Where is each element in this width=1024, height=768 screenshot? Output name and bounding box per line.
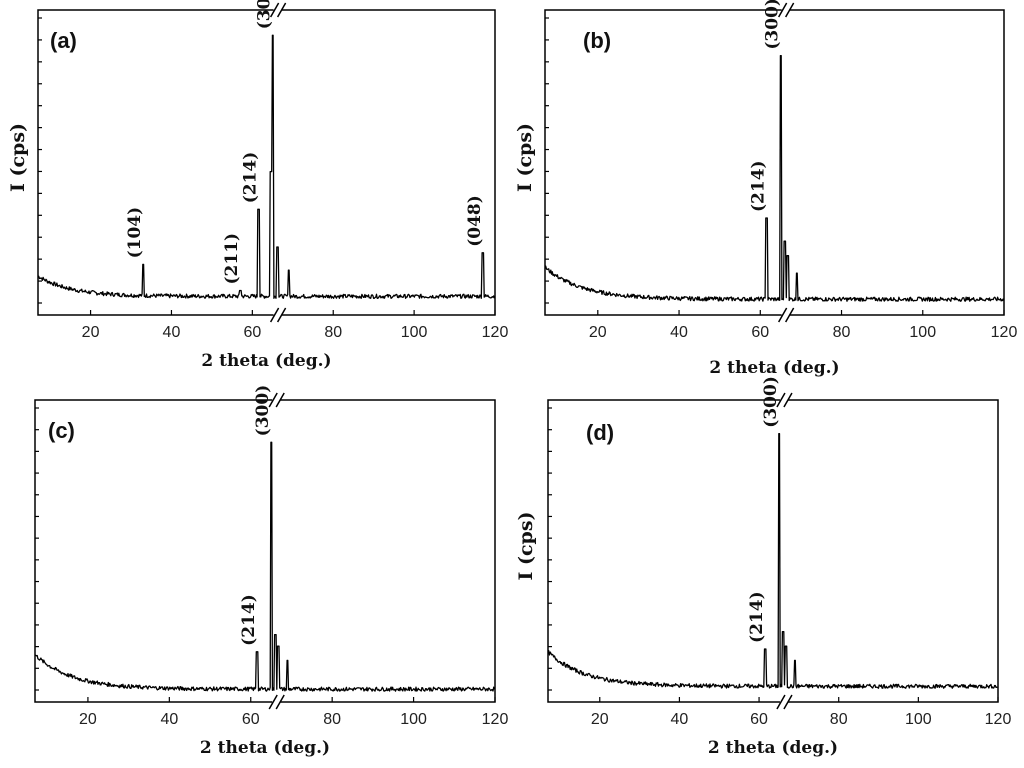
- xrd-trace: [37, 34, 496, 299]
- panel-label: (d): [586, 420, 614, 445]
- axis-break-mark: [275, 694, 285, 710]
- axis-break-mark: [785, 2, 795, 18]
- panel-d: 20 40 60 80 100 120 2 theta (deg.) I (cps) (d) (2…: [515, 376, 1011, 758]
- x-tick-label: 40: [670, 324, 688, 341]
- axis-break-mark: [783, 392, 793, 408]
- axis-break-mark: [268, 694, 278, 710]
- xrd-trace: [547, 433, 998, 689]
- x-tick-label: 60: [750, 711, 768, 728]
- y-axis-label: I (cps): [515, 511, 537, 580]
- peak-label: (300): [253, 385, 273, 437]
- panel-b: 20 40 60 80 100 120 2 theta (deg.) I (cps) (b) (2…: [514, 0, 1017, 378]
- axis-break-mark: [778, 307, 788, 323]
- axis-break-mark: [276, 307, 287, 323]
- x-tick-label: 120: [985, 711, 1012, 728]
- panel-label: (a): [50, 28, 77, 53]
- xrd-trace: [544, 54, 1005, 302]
- x-tick-label: 100: [905, 711, 932, 728]
- panel-a: 20 40 60 80 100 120 2 theta (deg.) I (cps) (a) (1…: [7, 0, 508, 371]
- axis-break-mark: [269, 307, 280, 323]
- x-tick-label: 20: [82, 324, 100, 341]
- x-tick-label: 20: [79, 711, 97, 728]
- plot-frame: [547, 399, 999, 703]
- peak-label: (214): [747, 591, 767, 643]
- axis-break-mark: [778, 2, 788, 18]
- x-axis-label: 2 theta (deg.): [709, 358, 839, 378]
- x-tick-label: 60: [242, 711, 260, 728]
- plot-frame: [37, 9, 496, 316]
- x-tick-label: 40: [163, 324, 181, 341]
- x-tick-label: 120: [482, 711, 509, 728]
- x-tick-label: 120: [991, 324, 1018, 341]
- x-tick-label: 100: [909, 324, 936, 341]
- x-tick-label: 20: [591, 711, 609, 728]
- panel-label: (b): [583, 28, 611, 53]
- axis-break-mark: [276, 2, 287, 18]
- axis-break-mark: [776, 694, 786, 710]
- plot-frame: [34, 399, 496, 703]
- y-axis-label: I (cps): [514, 123, 536, 192]
- axis-break-mark: [269, 2, 280, 18]
- plot-frame: [544, 9, 1005, 316]
- panel-label: (c): [48, 418, 75, 443]
- y-axis-label: I (cps): [7, 123, 29, 192]
- peak-label: (104): [125, 207, 145, 259]
- x-tick-label: 60: [243, 324, 261, 341]
- axis-break-mark: [268, 392, 278, 408]
- x-tick-label: 20: [589, 324, 607, 341]
- x-tick-label: 60: [751, 324, 769, 341]
- x-tick-label: 100: [401, 324, 428, 341]
- peak-label: (211): [222, 233, 242, 285]
- peak-label: (300): [255, 0, 275, 29]
- axis-break-mark: [783, 694, 793, 710]
- axis-break-mark: [776, 392, 786, 408]
- x-tick-label: 40: [160, 711, 178, 728]
- peak-label: (214): [240, 152, 260, 204]
- x-tick-label: 80: [830, 711, 848, 728]
- peak-label: (300): [761, 376, 781, 428]
- x-tick-label: 80: [324, 324, 342, 341]
- x-axis-label: 2 theta (deg.): [708, 738, 838, 758]
- x-axis-label: 2 theta (deg.): [201, 351, 331, 371]
- x-tick-label: 80: [323, 711, 341, 728]
- x-tick-label: 120: [482, 324, 509, 341]
- peak-label: (300): [763, 0, 783, 50]
- axis-break-mark: [275, 392, 285, 408]
- axis-break-mark: [785, 307, 795, 323]
- x-tick-label: 100: [400, 711, 427, 728]
- x-tick-label: 40: [671, 711, 689, 728]
- peak-label: (048): [465, 195, 485, 247]
- peak-label: (214): [239, 594, 259, 646]
- panel-c: 20 40 60 80 100 120 2 theta (deg.) (c) (214) (300…: [34, 385, 509, 758]
- peak-label: (214): [748, 160, 768, 212]
- x-axis-label: 2 theta (deg.): [200, 738, 330, 758]
- x-tick-label: 80: [833, 324, 851, 341]
- xrd-trace: [35, 441, 496, 692]
